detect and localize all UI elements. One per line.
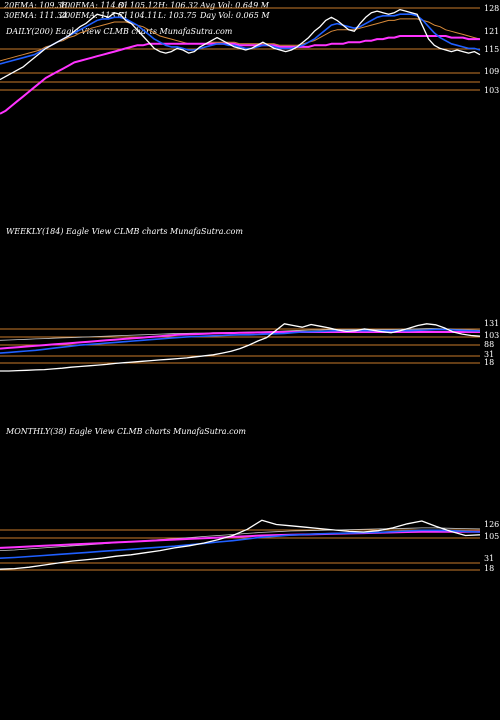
header-100ema: 100EMA: 114.81 (60, 1, 129, 10)
header-200ema: 200EMA: 113.71 (60, 11, 129, 20)
daily-ema-long-line (0, 35, 480, 115)
weekly-panel-label: WEEKLY(184) Eagle View CLMB charts Munaf… (6, 227, 243, 236)
monthly-ema-fast-line (0, 529, 481, 559)
header-20ema: 20EMA: 109.38 (4, 1, 68, 10)
weekly-y-label: 18 (484, 358, 494, 367)
monthly-price-line (0, 519, 481, 570)
header-low: L: 103.75 (158, 11, 197, 20)
header-day-vol: Day Vol: 0.065 M (200, 11, 270, 20)
monthly-y-label: 31 (484, 554, 494, 563)
daily-ema-mid-line (0, 18, 481, 62)
header-close: C: 104.11 (118, 11, 158, 20)
monthly-y-label: 18 (484, 564, 494, 573)
header-avg-vol: Avg Vol: 0.649 M (200, 1, 269, 10)
daily-y-label: 109 (484, 67, 499, 76)
weekly-ema-long-line (0, 331, 480, 350)
weekly-y-label: 31 (484, 350, 494, 359)
monthly-ema-grey-line (0, 527, 481, 551)
daily-y-label: 115 (484, 45, 499, 54)
daily-ema-fast-line (0, 13, 481, 65)
header-30ema: 30EMA: 111.34 (4, 11, 68, 20)
weekly-y-label: 131 (484, 319, 499, 328)
header-open: O: 105.12 (118, 1, 158, 10)
daily-price-line (0, 8, 481, 81)
daily-y-label: 128 (484, 4, 499, 13)
daily-panel-label: DAILY(200) Eagle View CLMB charts Munafa… (6, 27, 233, 36)
weekly-y-label: 103 (484, 331, 499, 340)
weekly-price-line (0, 323, 481, 372)
monthly-panel-label: MONTHLY(38) Eagle View CLMB charts Munaf… (6, 427, 246, 436)
weekly-y-label: 88 (484, 340, 494, 349)
header-high: H: 106.32 (158, 1, 199, 10)
monthly-ema-long-line (0, 530, 480, 549)
daily-y-label: 121 (484, 27, 499, 36)
monthly-y-label: 105 (484, 532, 499, 541)
daily-y-label: 103 (484, 86, 499, 95)
monthly-y-label: 126 (484, 520, 499, 529)
